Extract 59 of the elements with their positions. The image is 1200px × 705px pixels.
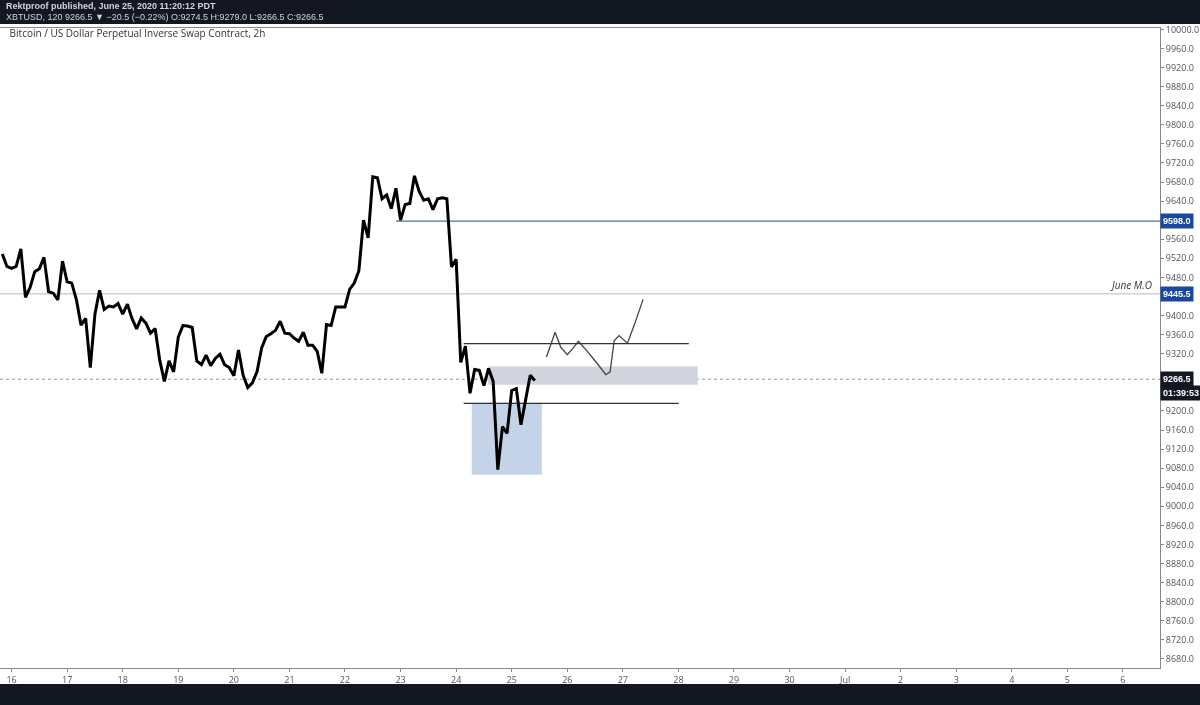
- y-tick-label: 8720.0: [1165, 633, 1194, 647]
- y-tick-label: 8840.0: [1165, 575, 1194, 589]
- y-tick-label: 9080.0: [1165, 461, 1194, 475]
- x-tick-label: 22: [339, 672, 351, 686]
- x-tick-label: 23: [395, 672, 406, 686]
- y-tick-label: 9840.0: [1165, 98, 1194, 112]
- text: XBTUSD, 120 9266.5 ▼ −20.5 (−0.22%) O:9274.5 H:9279.0 L:9266.5 C:9266.5: [6, 12, 325, 23]
- x-tick-label: 30: [784, 672, 795, 686]
- y-tick-label: 9040.0: [1165, 480, 1194, 494]
- y-tick-label: 9320.0: [1165, 346, 1194, 360]
- x-tick-label: 5: [1064, 672, 1070, 686]
- y-tick-label: 9400.0: [1165, 308, 1194, 322]
- x-tick-label: 26: [562, 672, 573, 686]
- x-tick-label: 19: [173, 672, 184, 686]
- x-tick-label: 27: [617, 672, 628, 686]
- y-tick-label: 9000.0: [1165, 499, 1194, 513]
- x-tick-label: 20: [228, 672, 239, 686]
- y-tick-label: 9120.0: [1165, 442, 1194, 456]
- y-tick-label: 9720.0: [1165, 156, 1194, 170]
- y-tick-label: 9360.0: [1165, 327, 1194, 341]
- y-tick-label: 9520.0: [1165, 251, 1194, 265]
- x-tick-label: 2: [898, 672, 904, 686]
- y-tick-label: 8920.0: [1165, 537, 1194, 551]
- y-tick-label: 8800.0: [1165, 594, 1194, 608]
- y-tick-label: 9480.0: [1165, 270, 1194, 284]
- x-tick-label: 16: [6, 672, 17, 686]
- x-tick-label: 3: [953, 672, 959, 686]
- text: 01:39:53: [1163, 388, 1200, 398]
- y-tick-label: 8760.0: [1165, 613, 1194, 627]
- y-tick-label: 9880.0: [1165, 79, 1194, 93]
- y-tick-label: 9760.0: [1165, 137, 1194, 151]
- y-tick-label: 8880.0: [1165, 556, 1194, 570]
- x-tick-label: 21: [284, 672, 295, 686]
- x-tick-label: 6: [1120, 672, 1126, 686]
- y-tick-label: 8680.0: [1165, 652, 1194, 666]
- x-tick-label: 29: [728, 672, 740, 686]
- y-tick-label: 9560.0: [1165, 232, 1194, 246]
- y-tick-label: 9200.0: [1165, 404, 1194, 418]
- y-tick-label: 8960.0: [1165, 518, 1194, 532]
- y-tick-label: 9800.0: [1165, 117, 1194, 131]
- y-tick-label: 9160.0: [1165, 423, 1194, 437]
- chart-title: Bitcoin / US Dollar Perpetual Inverse Swap Contract, 2h: [9, 25, 266, 40]
- y-tick-label: 9680.0: [1165, 175, 1194, 189]
- annotation: 9598.0: [1163, 216, 1191, 226]
- y-tick-label: 9960.0: [1165, 41, 1194, 55]
- ref-line-label: June M.O: [1110, 278, 1152, 292]
- x-tick-label: 28: [673, 672, 684, 686]
- annotation: 9266.5: [1163, 374, 1191, 384]
- y-tick-label: 10000.0: [1165, 22, 1200, 36]
- annotation: 9445.5: [1163, 289, 1191, 299]
- x-tick-label: 4: [1009, 672, 1015, 686]
- x-tick-label: 24: [450, 672, 462, 686]
- y-tick-label: 9920.0: [1165, 60, 1194, 74]
- x-tick-label: 17: [62, 672, 73, 686]
- text: Rektproof published, June 25, 2020 11:20:12 PDT: [6, 1, 217, 12]
- x-tick-label: 25: [506, 672, 517, 686]
- x-tick-label: 18: [117, 672, 128, 686]
- y-tick-label: 9640.0: [1165, 194, 1194, 208]
- x-tick-label: Jul: [839, 672, 851, 686]
